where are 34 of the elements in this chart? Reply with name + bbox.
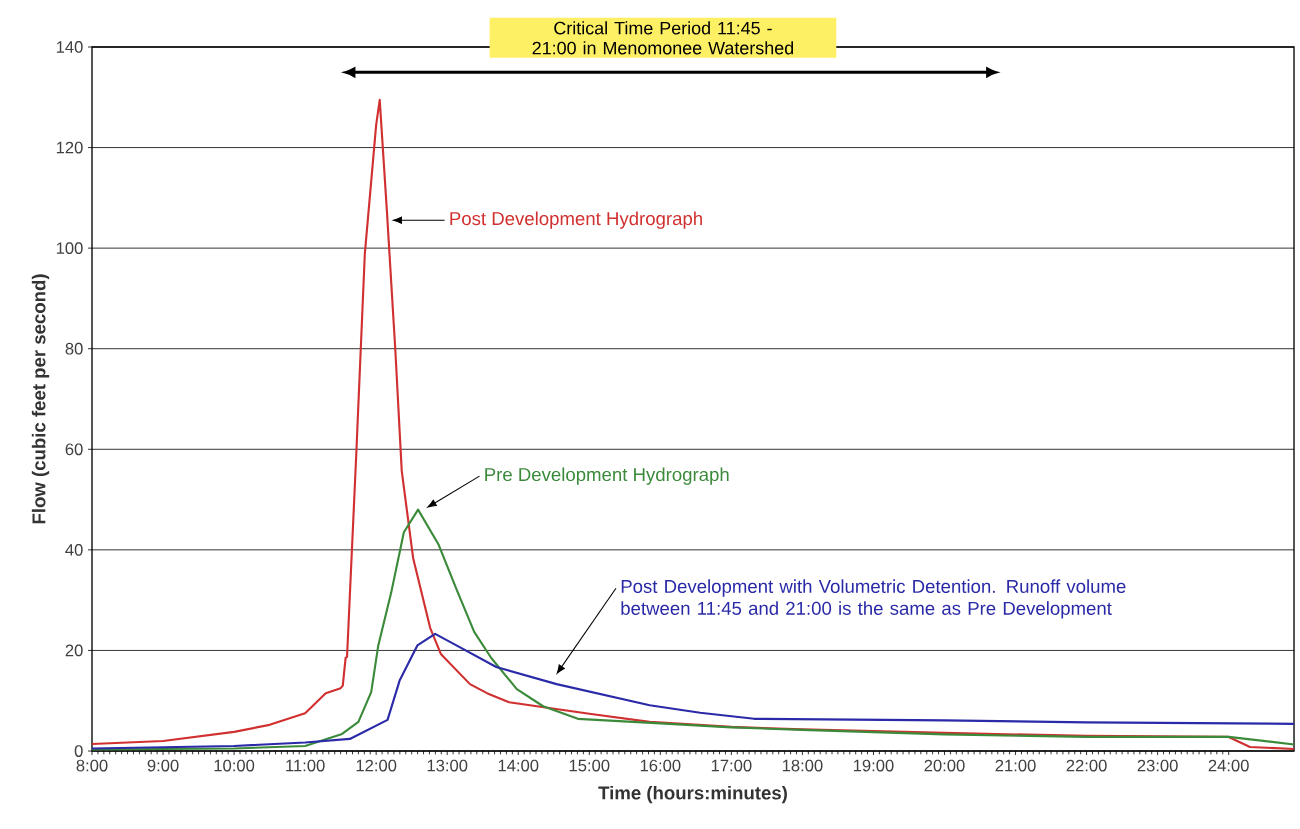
x-tick-label: 9:00: [147, 759, 179, 772]
x-tick-label: 20:00: [924, 759, 965, 772]
y-axis-title: Flow (cubic feet per second): [31, 274, 50, 524]
x-tick-label: 22:00: [1066, 759, 1107, 772]
y-tick-label: 0: [74, 745, 83, 757]
y-tick-label: 100: [56, 242, 83, 255]
chart-title: Critical Time Period 11:45 - 21:00 in Menomonee Watershed: [532, 21, 794, 55]
x-tick-label: 17:00: [711, 759, 752, 772]
y-tick-label: 120: [56, 141, 83, 154]
x-tick-label: 10:00: [214, 759, 255, 772]
x-tick-label: 13:00: [427, 759, 468, 772]
x-tick-label: 8:00: [76, 759, 108, 772]
annotation: Post Development with Volumetric Detention. Runoff volume between 11:45 and 21:00 is the same as Pre Development: [621, 579, 1126, 619]
y-tick-label: 20: [65, 644, 83, 657]
x-axis-title: Time (hours:minutes): [598, 785, 787, 804]
x-tick-label: 14:00: [498, 759, 539, 772]
line-series: [90, 508, 1296, 751]
line-series: [90, 632, 1296, 750]
x-tick-label: 19:00: [853, 759, 894, 772]
x-tick-label: 12:00: [356, 759, 397, 772]
x-tick-label: 18:00: [782, 759, 823, 772]
y-tick-label: 140: [56, 41, 83, 53]
y-tick-label: 60: [65, 443, 83, 456]
y-tick-label: 40: [65, 543, 83, 556]
x-tick-label: 11:00: [286, 759, 325, 772]
x-tick-label: 24:00: [1208, 759, 1249, 772]
annotation: Post Development Hydrograph: [450, 211, 702, 229]
y-tick-label: 80: [65, 342, 83, 355]
x-tick-label: 16:00: [640, 759, 681, 772]
x-tick-label: 23:00: [1137, 759, 1178, 772]
annotation: Pre Development Hydrograph: [485, 467, 729, 485]
x-tick-label: 21:00: [995, 759, 1036, 772]
line-series: [90, 98, 1296, 751]
x-tick-label: 15:00: [569, 759, 610, 772]
